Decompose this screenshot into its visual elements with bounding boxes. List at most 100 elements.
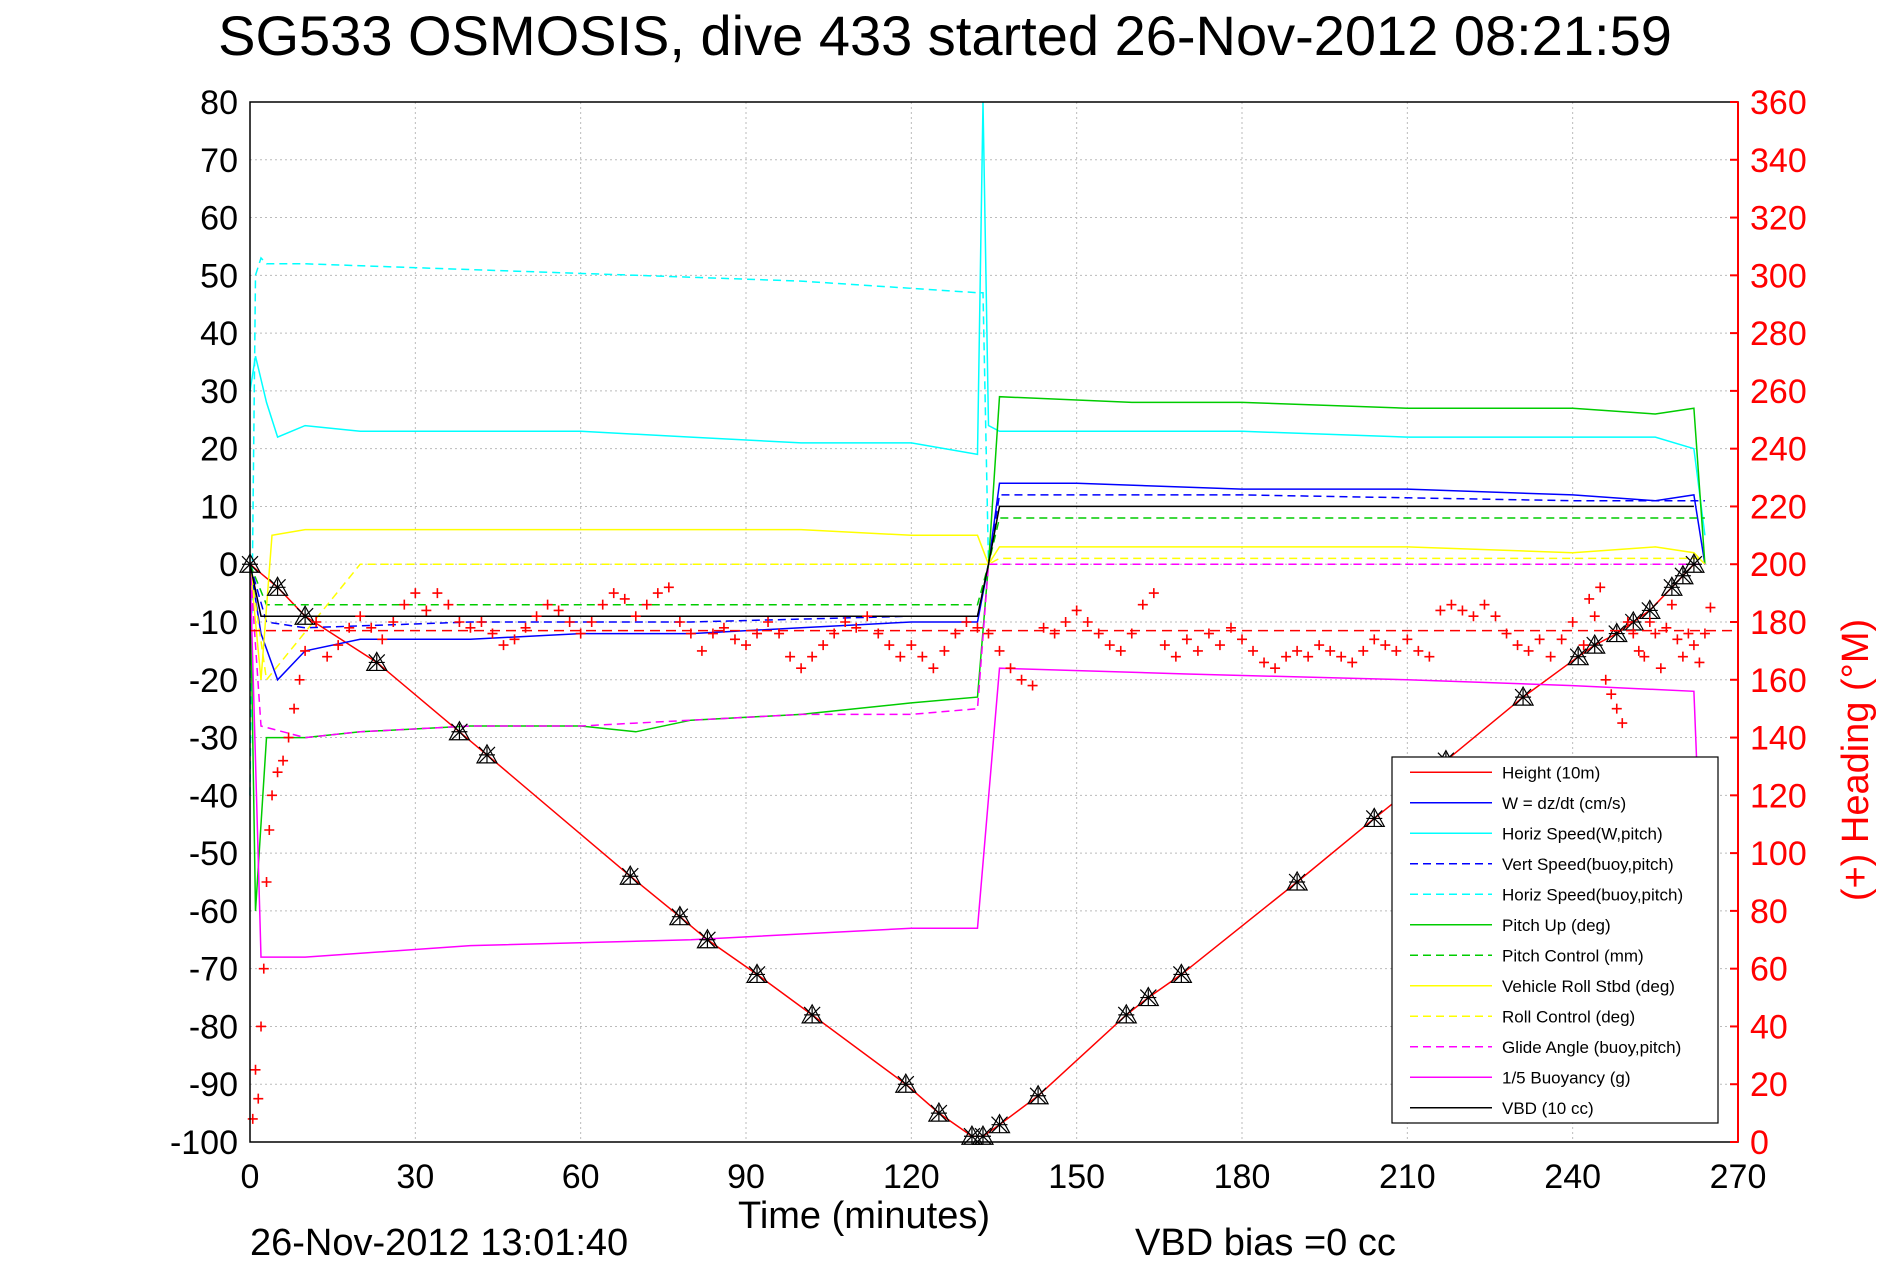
heading-point <box>1292 645 1303 656</box>
x-tick-label: 60 <box>562 1158 600 1196</box>
heading-point <box>344 622 355 633</box>
height-marker-triangle <box>927 1101 950 1122</box>
legend-entry: Pitch Up (deg) <box>1502 916 1611 935</box>
height-marker-triangle <box>1286 870 1309 891</box>
x-tick-label: 120 <box>883 1158 940 1196</box>
y-right-tick-label: 280 <box>1750 315 1807 353</box>
x-tick-label: 90 <box>727 1158 765 1196</box>
height-marker-triangle <box>1363 807 1386 828</box>
heading-point <box>311 617 322 627</box>
heading-point <box>1016 674 1027 685</box>
x-tick-label: 150 <box>1048 1158 1105 1196</box>
heading-point <box>1336 651 1347 662</box>
heading-point <box>1457 605 1468 616</box>
height-marker-triangle <box>365 651 388 672</box>
x-tick-label: 0 <box>241 1158 260 1196</box>
heading-point <box>1672 634 1683 645</box>
height-marker-triangle <box>294 604 317 625</box>
y-left-tick-label: -100 <box>170 1124 238 1162</box>
heading-point <box>1666 599 1677 610</box>
height-marker <box>671 908 689 926</box>
chart-title: SG533 OSMOSIS, dive 433 started 26-Nov-2… <box>218 4 1672 67</box>
heading-point <box>895 651 906 662</box>
heading-point <box>1479 599 1490 610</box>
heading-point <box>1600 674 1611 685</box>
left-tick-labels: 80 70 60 50 40 30 20 10 0 -10 -20 -30 -40 -50 -60 -70 -8… <box>170 84 238 1162</box>
y-left-tick-label: -10 <box>189 604 238 642</box>
heading-point <box>1435 605 1446 616</box>
y-right-tick-label: 40 <box>1750 1008 1788 1046</box>
series-line-2 <box>249 101 1706 536</box>
heading-point <box>261 877 272 887</box>
heading-point <box>294 674 305 685</box>
heading-point <box>1622 617 1633 627</box>
heading-point <box>278 755 289 766</box>
heading-point <box>1446 599 1457 610</box>
heading-point <box>1699 628 1710 639</box>
heading-point <box>641 599 652 610</box>
height-marker <box>1624 613 1642 631</box>
series-line-10 <box>249 564 1706 969</box>
heading-point <box>1270 663 1281 674</box>
heading-point <box>1192 645 1203 656</box>
heading-point <box>531 611 542 622</box>
heading-point <box>1082 617 1093 627</box>
heading-point <box>961 617 972 627</box>
y-right-tick-label: 140 <box>1750 720 1807 758</box>
y-right-tick-label: 100 <box>1750 835 1807 873</box>
heading-point <box>774 628 785 639</box>
legend-entry: Vehicle Roll Stbd (deg) <box>1502 977 1675 996</box>
heading-point <box>1181 634 1192 645</box>
legend-entry: Pitch Control (mm) <box>1502 946 1644 965</box>
heading-point <box>674 617 685 627</box>
heading-point <box>1248 645 1259 656</box>
heading-point <box>250 1064 261 1075</box>
heading-point <box>608 588 619 599</box>
y-left-tick-label: -40 <box>189 777 238 815</box>
height-marker-triangle <box>960 1124 983 1145</box>
heading-point <box>399 599 410 610</box>
height-marker-triangle <box>1170 963 1193 984</box>
heading-point <box>818 640 829 651</box>
y-right-tick-label: 260 <box>1750 373 1807 411</box>
heading-point <box>1391 645 1402 656</box>
x-tick-labels: 0 30 60 90 120 150 180 210 240 270 <box>241 1158 1767 1196</box>
height-marker <box>897 1075 915 1093</box>
series-line-6 <box>249 517 1705 606</box>
heading-point <box>1281 651 1292 662</box>
heading-point <box>1639 651 1650 662</box>
right-axis-label: (+) Heading (°M) <box>1835 619 1877 901</box>
y-right-tick-label: 320 <box>1750 200 1807 238</box>
height-marker-triangle <box>619 864 642 885</box>
heading-point <box>1677 651 1688 662</box>
series-line-7 <box>249 528 1706 680</box>
legend-box <box>1391 756 1719 1124</box>
y-left-tick-label: 40 <box>200 315 238 353</box>
height-marker-triangle <box>1027 1084 1050 1105</box>
heading-point <box>355 611 366 622</box>
y-right-tick-label: 180 <box>1750 604 1807 642</box>
heading-point <box>1358 645 1369 656</box>
heading-point <box>1655 663 1666 674</box>
heading-point <box>1567 617 1578 627</box>
heading-point <box>652 588 663 599</box>
height-marker-triangle <box>266 576 289 596</box>
heading-point <box>283 732 294 743</box>
heading-point <box>1534 634 1545 645</box>
height-marker <box>963 1127 981 1145</box>
heading-point <box>256 1021 267 1032</box>
heading-point <box>1606 689 1617 700</box>
heading-point <box>267 790 278 801</box>
heading-point <box>1049 628 1060 639</box>
height-marker <box>974 1127 992 1145</box>
heading-point <box>388 617 399 627</box>
series-line-1 <box>249 482 1706 682</box>
heading-point <box>685 628 696 639</box>
heading-point <box>1650 628 1661 639</box>
x-tick-label: 270 <box>1710 1158 1767 1196</box>
heading-point <box>1556 634 1567 645</box>
heading-point <box>663 582 674 593</box>
heading-point <box>1259 657 1270 668</box>
heading-point <box>1237 634 1247 645</box>
heading-point <box>796 663 807 674</box>
